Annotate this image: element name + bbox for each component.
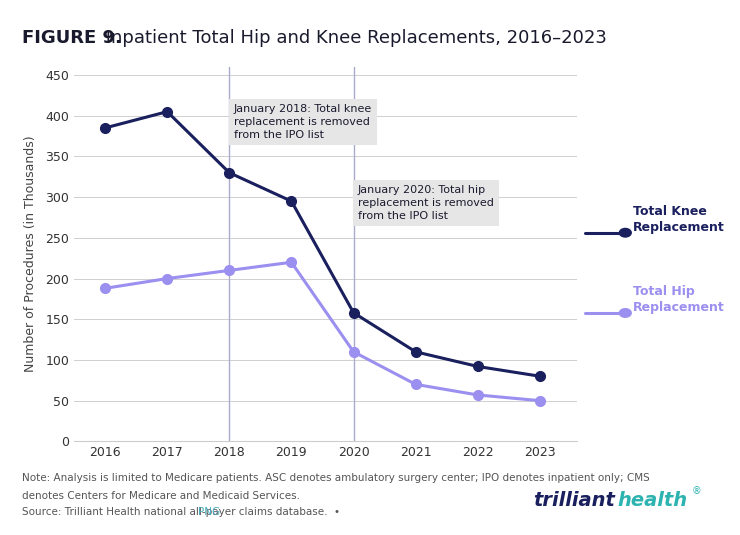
Y-axis label: Number of Procedures (in Thousands): Number of Procedures (in Thousands) (24, 136, 37, 372)
Text: PNG: PNG (198, 507, 221, 517)
Text: Note: Analysis is limited to Medicare patients. ASC denotes ambulatory surgery c: Note: Analysis is limited to Medicare pa… (22, 473, 650, 484)
Text: FIGURE 9.: FIGURE 9. (22, 29, 122, 48)
Text: ®: ® (692, 486, 702, 496)
Text: January 2020: Total hip
replacement is removed
from the IPO list: January 2020: Total hip replacement is r… (358, 185, 494, 221)
Text: Total Knee
Replacement: Total Knee Replacement (633, 205, 724, 234)
Text: Source: Trilliant Health national all-payer claims database.  •: Source: Trilliant Health national all-pa… (22, 507, 347, 517)
Text: health: health (618, 491, 688, 510)
Text: trilliant: trilliant (533, 491, 615, 510)
Text: Inpatient Total Hip and Knee Replacements, 2016–2023: Inpatient Total Hip and Knee Replacement… (100, 29, 607, 48)
Text: Total Hip
Replacement: Total Hip Replacement (633, 285, 724, 314)
Text: denotes Centers for Medicare and Medicaid Services.: denotes Centers for Medicare and Medicai… (22, 491, 300, 501)
Text: January 2018: Total knee
replacement is removed
from the IPO list: January 2018: Total knee replacement is … (234, 103, 372, 140)
